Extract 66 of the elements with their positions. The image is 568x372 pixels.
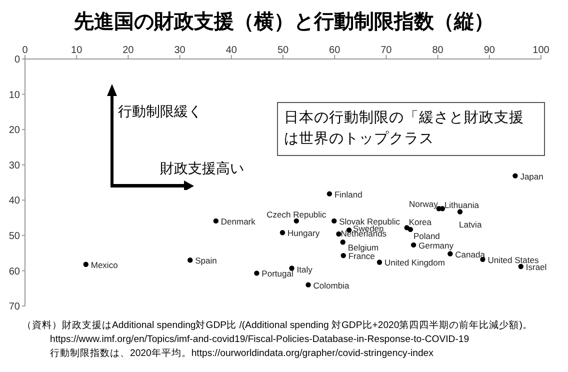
series-label: Italy bbox=[296, 264, 314, 275]
x-tick-label: 100 bbox=[532, 45, 550, 56]
series-label: Canada bbox=[455, 249, 486, 260]
point bbox=[408, 226, 414, 232]
y-tick-label: 30 bbox=[8, 160, 20, 172]
y-tick-label: 20 bbox=[8, 125, 20, 136]
series-label: Germany bbox=[418, 240, 454, 250]
series-label: France bbox=[348, 251, 376, 262]
x-tick-label: 90 bbox=[484, 45, 496, 56]
point bbox=[340, 240, 346, 245]
point bbox=[512, 173, 518, 178]
point bbox=[188, 258, 193, 263]
text: （資料）財政支援はAdditional spending対GDP比 /(Additional spending 対GDP比+2020第四四半期の前年比減少額)。 bbox=[22, 319, 534, 333]
point bbox=[518, 264, 524, 270]
series-label: Denmark bbox=[220, 216, 256, 226]
series-label: Czech Republic bbox=[266, 209, 327, 220]
y-tick-label: 70 bbox=[8, 302, 20, 313]
point bbox=[410, 242, 416, 248]
y-tick-label: 60 bbox=[8, 266, 20, 278]
series-label: Lithuania bbox=[444, 200, 480, 210]
x-tick-label: 0 bbox=[22, 45, 28, 56]
x-tick-label: 60 bbox=[329, 45, 341, 56]
y-tick-label: 50 bbox=[8, 230, 20, 242]
series-label: Norway bbox=[409, 199, 439, 210]
point bbox=[326, 191, 332, 196]
annotation: 日本の行動制限の「緩さと財政支援は世界のトップクラス bbox=[277, 102, 545, 156]
point bbox=[254, 270, 260, 276]
point bbox=[83, 262, 88, 267]
point bbox=[448, 251, 453, 256]
series-label: Hungary bbox=[287, 228, 320, 238]
series-label: Finland bbox=[334, 189, 363, 200]
x-tick-label: 30 bbox=[174, 45, 186, 56]
series-label: Poland bbox=[413, 230, 440, 241]
series-label: Japan bbox=[520, 171, 544, 182]
series-label: Mexico bbox=[90, 260, 118, 270]
x-tick-label: 10 bbox=[71, 45, 83, 56]
y-tick-label: 10 bbox=[8, 90, 20, 101]
series-label: Spain bbox=[195, 256, 218, 266]
point bbox=[336, 231, 342, 237]
point bbox=[457, 209, 463, 214]
text: https://www.imf.org/en/Topics/imf-and-covid19/Fiscal-Policies-Database-in-Response-to-COVID-19 bbox=[49, 333, 470, 347]
x-tick-label: 40 bbox=[226, 45, 238, 56]
series-label: Latvia bbox=[458, 219, 482, 230]
point bbox=[376, 260, 382, 265]
chart-title: 先進国の財政支援（横）と行動制限指数（縦） bbox=[72, 10, 495, 35]
x-tick-label: 80 bbox=[432, 45, 444, 56]
x-tick-label: 50 bbox=[277, 45, 289, 56]
point bbox=[213, 218, 219, 224]
annotation: 財政支援高い bbox=[160, 160, 244, 178]
series-label: Portugal bbox=[262, 268, 294, 279]
series-label: Slovak Republic bbox=[339, 216, 401, 226]
series-label: Belgium bbox=[348, 242, 379, 253]
text: 行動制限指数は、2020年平均。https://ourworldindata.org/grapher/covid-stringency-index bbox=[49, 347, 434, 361]
series-label: Korea bbox=[408, 217, 432, 228]
y-tick-label: 40 bbox=[8, 196, 20, 207]
annotation: 行動制限緩く bbox=[118, 103, 202, 121]
x-tick-label: 20 bbox=[122, 45, 134, 56]
point bbox=[331, 218, 337, 224]
point bbox=[306, 282, 311, 288]
series-label: United States bbox=[488, 254, 539, 265]
point bbox=[280, 230, 286, 236]
y-tick-label: 0 bbox=[14, 54, 20, 66]
point bbox=[340, 252, 346, 258]
x-tick-label: 70 bbox=[380, 45, 392, 56]
series-label: Colombia bbox=[313, 280, 350, 290]
series-label: United Kingdom bbox=[384, 258, 445, 268]
